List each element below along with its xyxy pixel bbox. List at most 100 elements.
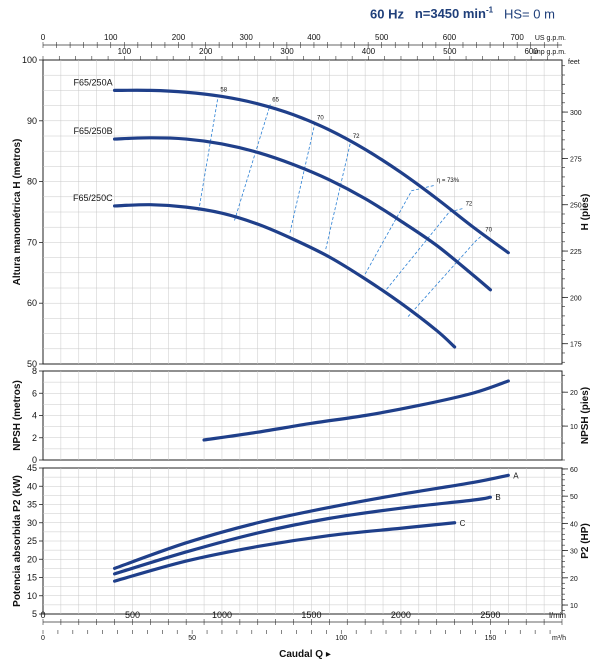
speed-unit-sup: -1 (486, 6, 494, 15)
power-ytick-label: 10 (27, 591, 37, 601)
us-gpm-tick-label: 100 (104, 33, 118, 42)
head-ytick-label: 90 (27, 116, 37, 126)
efficiency-label: 65 (272, 97, 279, 103)
efficiency-label: 72 (353, 134, 360, 140)
head-series-line (112, 136, 493, 292)
us-gpm-tick-label: 400 (307, 33, 321, 42)
npsh-ytick-label: 2 (32, 433, 37, 443)
power-yright-tick-label: 60 (570, 467, 578, 474)
npsh-series-line (202, 379, 510, 442)
efficiency-label: 58 (220, 88, 227, 94)
head-ytick-label: 100 (22, 55, 37, 65)
power-ytick-label: 5 (32, 609, 37, 619)
power-ylabel: Potencia absorbida P2 (kW) (12, 475, 23, 607)
imp-gpm-tick-label: 600 (524, 47, 538, 56)
npsh-ylabel-right: NPSH (pies) (580, 387, 591, 444)
lmin-tick-label: 1000 (212, 610, 232, 620)
m3h-tick-label: 150 (485, 635, 497, 642)
head-panel: 50 60 70 80 90 100 175 200 225 250 275 300 feet Altur… (12, 55, 591, 369)
power-yright-tick-label: 50 (570, 494, 578, 501)
power-series-line (112, 495, 493, 576)
power-yright-tick-label: 20 (570, 576, 578, 583)
npsh-yright-tick-label: 20 (570, 390, 578, 397)
head-series-label: F65/250A (74, 77, 113, 87)
us-gpm-tick-label: 600 (443, 33, 457, 42)
m3h-tick-label: 0 (41, 635, 45, 642)
m3h-tick-label: 100 (335, 635, 347, 642)
power-yright-tick-label: 40 (570, 521, 578, 528)
npsh-ytick-label: 4 (32, 411, 37, 421)
us-gpm-tick-label: 0 (41, 33, 46, 42)
lmin-tick-label: 2500 (480, 610, 500, 620)
power-panel: 5 10 15 20 25 30 35 40 45 10 20 30 40 50 60 Potencia ab… (12, 463, 591, 619)
power-ytick-label: 40 (27, 481, 37, 491)
hs-label: HS= 0 m (503, 6, 555, 22)
lmin-tick-label: 1500 (301, 610, 321, 620)
head-series-line (112, 88, 510, 255)
chart-header: 60 Hz n=3450 min-1 HS= 0 m (370, 6, 555, 21)
power-ytick-label: 45 (27, 463, 37, 473)
power-ytick-label: 20 (27, 554, 37, 564)
m3h-tick-label: 50 (188, 635, 196, 642)
lmin-tick-label: 0 (40, 610, 45, 620)
us-gpm-tick-label: 700 (510, 33, 524, 42)
head-series-label: F65/250C (73, 193, 113, 203)
head-yright-tick-label: 225 (570, 249, 582, 256)
power-ylabel-right: P2 (HP) (580, 523, 591, 559)
head-series-line (112, 203, 457, 349)
npsh-ytick-label: 0 (32, 455, 37, 465)
speed-label: n=3450 min (414, 6, 486, 22)
m3h-axis-label: m³/h (552, 635, 566, 642)
power-yright-tick-label: 30 (570, 549, 578, 556)
power-ytick-label: 30 (27, 518, 37, 528)
power-ytick-label: 15 (27, 573, 37, 583)
npsh-panel: 0 2 4 6 8 10 20 NPSH (metros) NPSH (pies) (12, 366, 591, 465)
npsh-ylabel: NPSH (metros) (12, 380, 23, 451)
efficiency-label: 72 (466, 201, 473, 207)
imp-gpm-tick-label: 300 (280, 47, 294, 56)
npsh-ytick-label: 6 (32, 388, 37, 398)
efficiency-curve (364, 184, 436, 275)
us-gpm-tick-label: 500 (375, 33, 389, 42)
head-ytick-label: 60 (27, 298, 37, 308)
power-series-line (112, 473, 510, 570)
head-ytick-label: 70 (27, 237, 37, 247)
head-series-label: F65/250B (74, 126, 113, 136)
power-yright-tick-label: 10 (570, 603, 578, 610)
efficiency-curve (407, 234, 484, 317)
head-ytick-label: 80 (27, 177, 37, 187)
lmin-axis-label: l/min (549, 611, 566, 620)
efficiency-curve (325, 140, 352, 250)
imp-gpm-tick-label: 200 (199, 47, 213, 56)
us-gpm-axis-label: US g.p.m. (535, 35, 566, 42)
efficiency-label: η = 73% (437, 178, 460, 184)
head-ylabel-right: H (pies) (580, 194, 591, 231)
x-axis-title: Caudal Q ▸ (279, 649, 331, 660)
frequency-label: 60 Hz (370, 6, 404, 22)
imp-gpm-tick-label: 100 (118, 47, 132, 56)
imp-gpm-tick-label: 500 (443, 47, 457, 56)
efficiency-curve (289, 122, 316, 233)
head-yright-tick-label: 250 (570, 203, 582, 210)
efficiency-label: 70 (485, 227, 492, 233)
power-series-label: A (513, 471, 519, 480)
power-series-label: B (495, 493, 500, 502)
lmin-tick-label: 500 (125, 610, 140, 620)
power-ytick-label: 25 (27, 536, 37, 546)
head-ylabel: Altura manométrica H (metros) (12, 139, 23, 286)
npsh-ytick-label: 8 (32, 366, 37, 376)
imp-gpm-tick-label: 400 (362, 47, 376, 56)
head-ytick-label: 50 (27, 359, 37, 369)
power-ytick-label: 35 (27, 500, 37, 510)
npsh-yright-tick-label: 10 (570, 424, 578, 431)
efficiency-label: 70 (317, 116, 324, 122)
efficiency-curve (234, 104, 271, 221)
power-series-line (112, 521, 457, 583)
head-yright-tick-label: 175 (570, 342, 582, 349)
head-yright-tick-label: 275 (570, 156, 582, 163)
head-right-unit: feet (568, 59, 580, 66)
imp-gpm-axis-label: Imp g.p.m. (533, 49, 566, 56)
lmin-tick-label: 2000 (391, 610, 411, 620)
head-yright-tick-label: 300 (570, 110, 582, 117)
